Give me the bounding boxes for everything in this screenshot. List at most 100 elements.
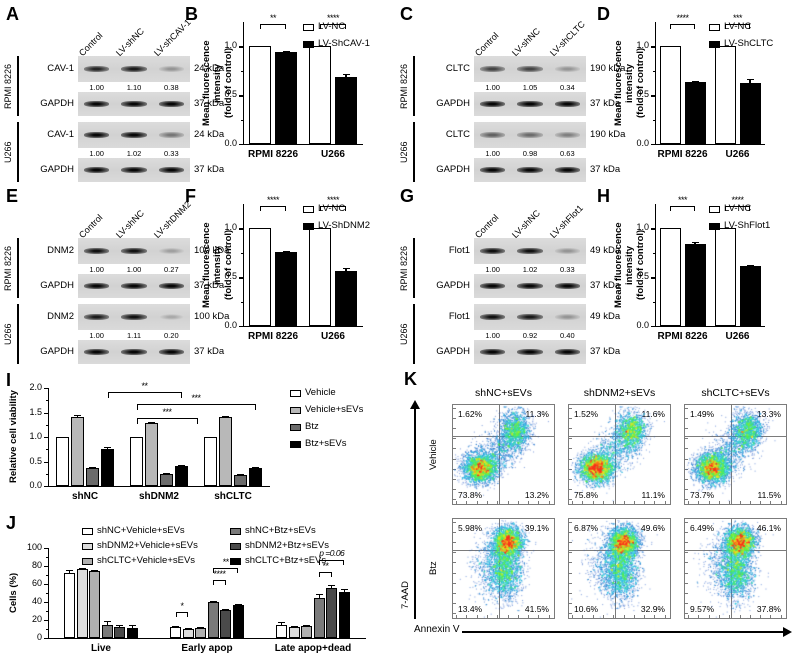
legend-swatch	[290, 390, 301, 397]
significance-label: *	[180, 601, 184, 611]
blot-quantification: 0.63	[560, 148, 575, 158]
blot-quantification: 0.33	[560, 264, 575, 274]
error-cap	[116, 624, 124, 626]
bar	[249, 46, 271, 144]
blot-cellline-label: U266	[399, 323, 409, 345]
blot-molecular-weight: 100 kDa	[194, 245, 230, 256]
blot-band	[517, 65, 543, 73]
error-cap	[340, 588, 348, 591]
error-cap	[74, 415, 81, 417]
x-category-label: shNC	[71, 491, 99, 502]
flow-row-title: Vehicle	[428, 439, 439, 470]
bar	[195, 628, 207, 638]
legend-swatch	[230, 543, 241, 550]
y-minor-tick	[240, 70, 244, 72]
chart-f: 0.0 0.5 1.0 RPMI 8226 U266 Mean fluorescence …	[185, 182, 400, 364]
error-cap	[691, 241, 699, 243]
error-cap	[209, 600, 217, 602]
blot-quantification: 1.00	[126, 264, 142, 274]
error-cap	[89, 466, 96, 468]
x-axis	[48, 486, 270, 488]
error-cap	[316, 45, 324, 47]
error-bar	[76, 415, 79, 418]
significance-bracket-p	[319, 560, 345, 565]
blot-protein-label: GAPDH	[436, 164, 470, 175]
flow-row-title: Btz	[428, 561, 439, 576]
blot-molecular-weight: 49 kDa	[590, 245, 621, 256]
y-tick	[44, 638, 49, 640]
blot-band	[158, 65, 184, 73]
y-tick	[44, 602, 49, 604]
blot-molecular-weight: 37 kDa	[590, 346, 621, 357]
bar	[76, 568, 88, 638]
blot-cellline-rule	[413, 122, 415, 182]
blot-band	[84, 282, 110, 290]
y-tick	[44, 461, 49, 463]
y-tick-label: 0.5	[224, 89, 237, 100]
blot-molecular-weight: 49 kDa	[590, 311, 621, 322]
bar	[739, 266, 761, 326]
blot-quantification: 0.92	[522, 330, 538, 340]
bar	[249, 467, 262, 486]
bar	[220, 609, 232, 638]
blot-protein-label: CLTC	[445, 63, 470, 74]
error-cap	[128, 625, 136, 627]
blot-protein-label: CAV-1	[47, 129, 74, 140]
blot-quantification: 1.02	[522, 264, 538, 274]
blot-band	[121, 348, 147, 356]
blot-quantification: 0.33	[164, 148, 179, 158]
panel-label-c: C	[400, 4, 413, 24]
y-tick	[651, 326, 656, 328]
blot-molecular-weight: 37 kDa	[590, 98, 621, 109]
blot-quantification: 1.00	[89, 330, 104, 340]
error-cap	[252, 466, 259, 468]
blot-quantification: 0.27	[164, 264, 179, 274]
y-tick	[44, 620, 49, 622]
error-cap	[222, 416, 229, 418]
flow-x-axis-arrow	[414, 631, 783, 633]
blot-quantification: 1.11	[126, 330, 142, 340]
blot-band	[554, 313, 580, 321]
bar	[145, 423, 158, 486]
blot-cellline-label: U266	[399, 141, 409, 163]
legend-swatch	[290, 424, 301, 431]
blot-quantification: 0.20	[164, 330, 179, 340]
y-tick	[651, 277, 656, 279]
blot-band	[517, 166, 543, 174]
x-category-label: U266	[321, 149, 345, 160]
x-axis	[48, 638, 366, 640]
blot-protein-label: DNM2	[47, 311, 74, 322]
blot-molecular-weight: 190 kDa	[590, 63, 626, 74]
blot-column-label: Control	[472, 212, 501, 240]
blot-band	[480, 348, 506, 356]
y-tick-label: 0.5	[636, 271, 649, 282]
significance-bracket	[260, 24, 286, 29]
flow-density-plot	[569, 405, 670, 504]
bar	[288, 627, 300, 638]
blot-cellline-rule	[17, 56, 19, 116]
blot-band	[121, 131, 147, 139]
blot-column-label: Control	[472, 30, 501, 58]
y-minor-tick	[45, 629, 49, 631]
x-category-label: shCLTC	[214, 491, 252, 502]
blot-band	[554, 348, 580, 356]
blot-band	[480, 282, 506, 290]
y-tick-label: 1.0	[224, 40, 237, 51]
blot-band	[480, 100, 506, 108]
legend-label: LV-ShDNM2	[318, 220, 371, 231]
blot-band	[84, 100, 110, 108]
blot-band	[554, 65, 580, 73]
blot-protein-label: Flot1	[448, 245, 470, 256]
error-cap	[163, 473, 170, 475]
y-minor-tick	[652, 119, 656, 121]
bar	[326, 588, 338, 638]
y-axis-label: Relative cell viability	[8, 390, 19, 484]
blot-quantification: 1.02	[126, 148, 142, 158]
legend-swatch	[709, 206, 720, 213]
legend-swatch	[230, 528, 241, 535]
panel-label-i: I	[6, 370, 12, 390]
flow-plot: 6.87%49.6%10.6%32.9%	[568, 518, 671, 619]
significance-label: **	[222, 557, 230, 567]
significance-label: ***	[191, 393, 201, 403]
blot-band	[84, 166, 110, 174]
